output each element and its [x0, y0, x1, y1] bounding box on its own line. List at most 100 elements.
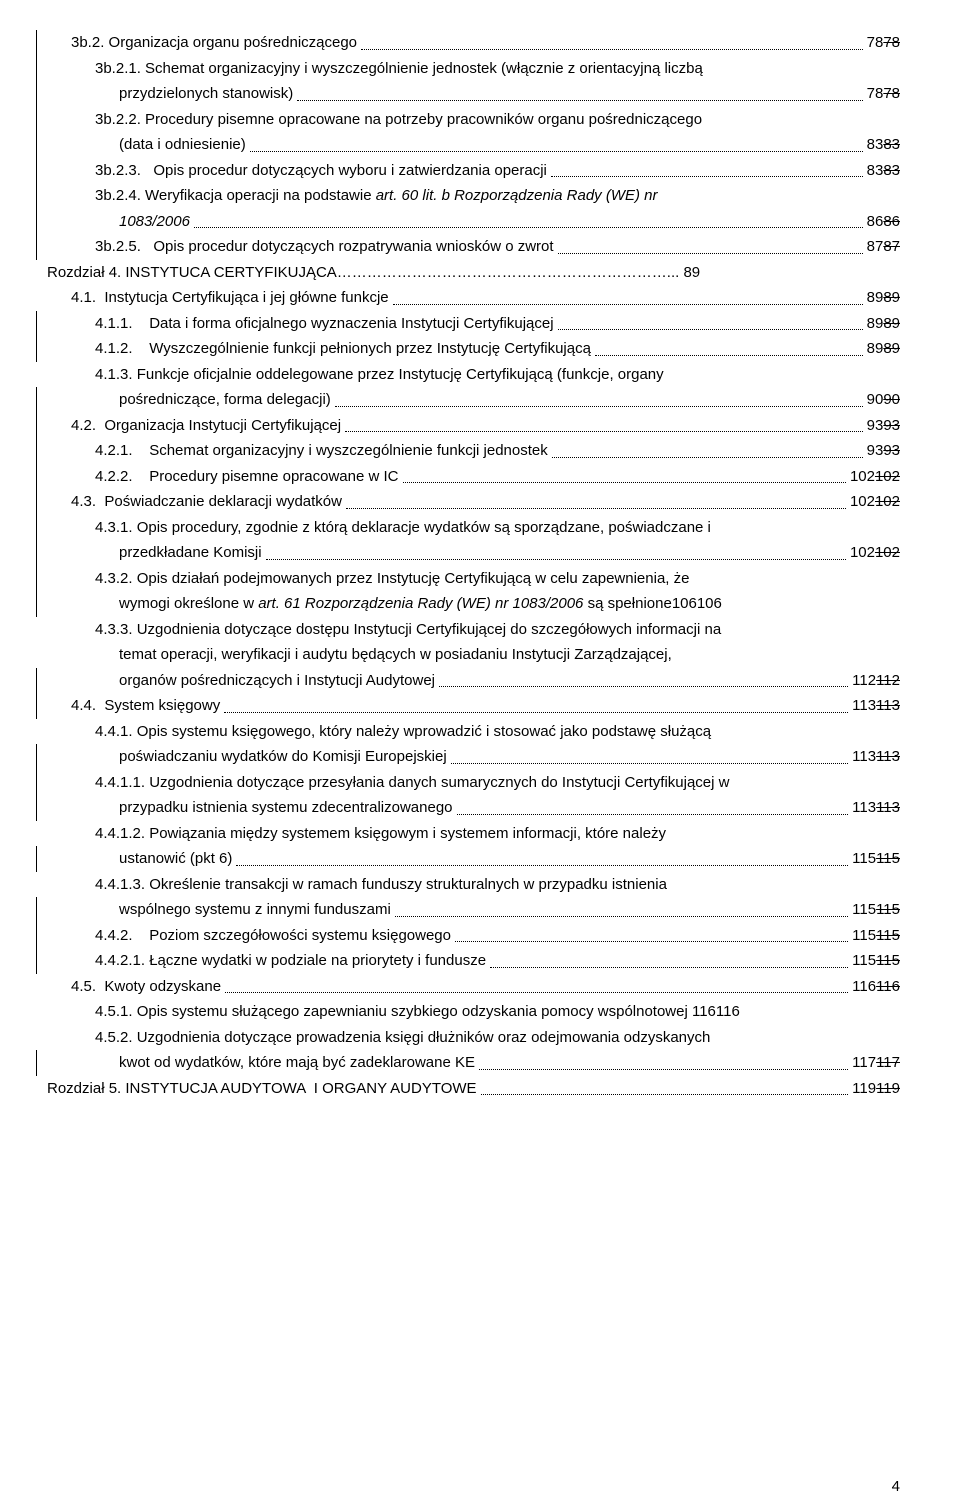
toc-text: organów pośredniczących i Instytucji Aud… — [119, 668, 435, 694]
toc-page-old: 78 — [883, 85, 900, 102]
toc-text: 1083/2006 — [119, 209, 190, 235]
toc-entry: poświadczaniu wydatków do Komisji Europe… — [47, 744, 900, 770]
page-number: 4 — [892, 1478, 900, 1495]
toc-page: 89 — [867, 315, 884, 332]
toc-group: poświadczaniu wydatków do Komisji Europe… — [36, 744, 900, 821]
toc-page: 93 — [867, 417, 884, 434]
toc-group: 4.4.1.2. Powiązania między systemem księ… — [36, 821, 900, 847]
toc-text: 4.3.1. Opis procedury, zgodnie z którą d… — [95, 519, 711, 536]
toc-leader — [335, 406, 863, 407]
toc-entry: 1083/2006 8686 — [47, 209, 900, 235]
toc-leader — [403, 482, 846, 483]
toc-entry: pośredniczące, forma delegacji)9090 — [47, 387, 900, 413]
toc-leader — [236, 865, 848, 866]
toc-entry: 4.4. System księgowy113113 — [47, 693, 900, 719]
toc-text: 4.1.1. Data i forma oficjalnego wyznacze… — [95, 311, 554, 337]
toc-page-wrap: 112112 — [852, 668, 900, 694]
toc-text: 4.3. Poświadczanie deklaracji wydatków — [71, 489, 342, 515]
toc-text: przedkładane Komisji — [119, 540, 262, 566]
toc-entry: 3b.2.5. Opis procedur dotyczących rozpat… — [47, 234, 900, 260]
toc-leader — [455, 941, 848, 942]
toc-page-old: 89 — [883, 315, 900, 332]
toc-page: 89 — [867, 340, 884, 357]
toc-group: kwot od wydatków, które mają być zadekla… — [36, 1050, 900, 1076]
toc-text: wymogi określone w — [119, 595, 258, 612]
toc-group: Rozdział 5. INSTYTUCJA AUDYTOWA I ORGANY… — [36, 1076, 900, 1102]
toc-group: organów pośredniczących i Instytucji Aud… — [36, 668, 900, 719]
toc-page: 86 — [867, 213, 884, 230]
toc-text: 4.4.1.2. Powiązania między systemem księ… — [95, 825, 666, 842]
toc-leader — [225, 992, 848, 993]
toc-entry: 4.3.3. Uzgodnienia dotyczące dostępu Ins… — [47, 617, 900, 643]
toc-entry: 3b.2.4. Weryfikacja operacji na podstawi… — [47, 183, 900, 209]
toc-entry: 4.4.1. Opis systemu księgowego, który na… — [47, 719, 900, 745]
toc-leader — [346, 508, 846, 509]
toc-page-old: 115 — [876, 850, 900, 867]
toc-page-wrap: 115115 — [852, 846, 900, 872]
toc-page-wrap: 115115 — [852, 897, 900, 923]
toc-page-wrap: 8686 — [867, 209, 900, 235]
toc-text: 4.2.1. Schemat organizacyjny i wyszczegó… — [95, 438, 548, 464]
toc-page: 78 — [867, 34, 884, 51]
toc-page-old: 93 — [883, 442, 900, 459]
toc-text: 3b.2.2. Procedury pisemne opracowane na … — [95, 111, 702, 128]
toc-page-old: 87 — [883, 238, 900, 255]
toc-page-wrap: 8383 — [867, 158, 900, 184]
toc-leader — [558, 329, 863, 330]
toc-leader — [224, 712, 848, 713]
toc-group: 4.1.3. Funkcje oficjalnie oddelegowane p… — [36, 362, 900, 388]
toc-entry: 4.2.1. Schemat organizacyjny i wyszczegó… — [47, 438, 900, 464]
toc-text: 4.4.1.1. Uzgodnienia dotyczące przesyłan… — [95, 774, 729, 791]
toc-entry: 4.1.1. Data i forma oficjalnego wyznacze… — [47, 311, 900, 337]
toc-page: 116 — [692, 1003, 716, 1020]
toc-leader — [439, 686, 848, 687]
toc-page: 113 — [852, 799, 876, 816]
toc-entry: 4.2.2. Procedury pisemne opracowane w IC… — [47, 464, 900, 490]
toc-page-old: 119 — [876, 1080, 900, 1097]
toc-entry: 4.4.1.3. Określenie transakcji w ramach … — [47, 872, 900, 898]
toc-page-old: 113 — [876, 697, 900, 714]
toc-text: 4.5. Kwoty odzyskane — [71, 974, 221, 1000]
toc-leader — [297, 100, 862, 101]
toc-leader — [393, 304, 863, 305]
toc-page: 102 — [850, 544, 875, 561]
toc-entry: temat operacji, weryfikacji i audytu będ… — [47, 642, 900, 668]
toc-leader — [266, 559, 846, 560]
toc-text: poświadczaniu wydatków do Komisji Europe… — [119, 744, 447, 770]
toc-text: 4.4.2.1. Łączne wydatki w podziale na pr… — [95, 948, 486, 974]
toc-page: 116 — [852, 978, 876, 995]
toc-leader — [479, 1069, 848, 1070]
toc-entry: 3b.2.1. Schemat organizacyjny i wyszczeg… — [47, 56, 900, 82]
toc-text: przypadku istnienia systemu zdecentraliz… — [119, 795, 453, 821]
toc-leader — [451, 763, 849, 764]
toc-page: 78 — [867, 85, 884, 102]
toc-entry: 4.3.2. Opis działań podejmowanych przez … — [47, 566, 900, 592]
toc-entry: kwot od wydatków, które mają być zadekla… — [47, 1050, 900, 1076]
toc-page-wrap: 8989 — [867, 336, 900, 362]
toc-page-wrap: 115115 — [852, 948, 900, 974]
toc-page-old: 83 — [883, 162, 900, 179]
toc-text: Rozdział 4. INSTYTUCA CERTYFIKUJĄCA……………… — [47, 264, 700, 281]
toc-entry: 4.5. Kwoty odzyskane116116 — [47, 974, 900, 1000]
toc-entry: 4.4.1.1. Uzgodnienia dotyczące przesyłan… — [47, 770, 900, 796]
toc-page-wrap: 113113 — [852, 693, 900, 719]
toc-page-old: 113 — [876, 748, 900, 765]
toc-text: 4.3.2. Opis działań podejmowanych przez … — [95, 570, 689, 587]
toc-text: 4.5.2. Uzgodnienia dotyczące prowadzenia… — [95, 1029, 710, 1046]
toc-entry: 4.5.2. Uzgodnienia dotyczące prowadzenia… — [47, 1025, 900, 1051]
toc-page: 87 — [867, 238, 884, 255]
toc-text: 4.4.1.3. Określenie transakcji w ramach … — [95, 876, 667, 893]
toc-page: 90 — [867, 391, 884, 408]
toc-page-old: 116 — [716, 1003, 740, 1020]
toc-group: 4.5. Kwoty odzyskane1161164.5.1. Opis sy… — [36, 974, 900, 1051]
toc-page-old: 112 — [876, 672, 900, 689]
toc-page-old: 89 — [883, 289, 900, 306]
toc-page-old: 89 — [883, 340, 900, 357]
toc-text: temat operacji, weryfikacji i audytu będ… — [119, 646, 672, 663]
toc-text: 4.1.3. Funkcje oficjalnie oddelegowane p… — [95, 366, 664, 383]
toc-entry: przedkładane Komisji102102 — [47, 540, 900, 566]
toc-text: 4.2. Organizacja Instytucji Certyfikując… — [71, 413, 341, 439]
toc-page: 106 — [672, 595, 697, 612]
toc-page-wrap: 8383 — [867, 132, 900, 158]
toc-text: 3b.2. Organizacja organu pośredniczącego — [71, 30, 357, 56]
